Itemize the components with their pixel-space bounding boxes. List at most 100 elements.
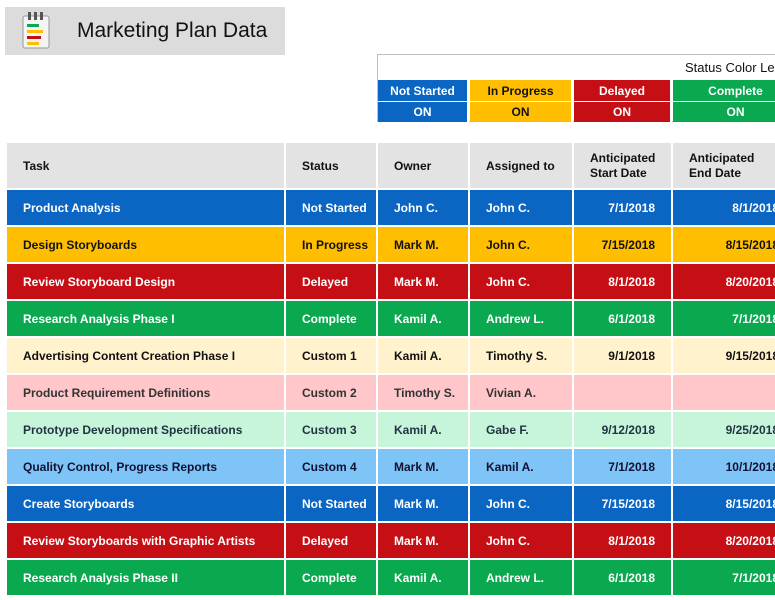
start-date-cell[interactable]: 8/1/2018 — [572, 521, 673, 560]
assigned-to-cell[interactable]: John C. — [468, 188, 574, 227]
header-status[interactable]: Status — [284, 141, 378, 190]
table-row[interactable]: Review Storyboard Design Delayed Mark M. Jo… — [5, 262, 775, 301]
assigned-to-cell[interactable]: John C. — [468, 484, 574, 523]
start-date-cell[interactable]: 7/15/2018 — [572, 225, 673, 264]
owner-cell[interactable]: Kamil A. — [376, 410, 470, 449]
legend-delayed-label: Delayed — [574, 80, 672, 101]
end-date-cell[interactable]: 8/20/2018 — [671, 521, 775, 560]
assigned-to-cell[interactable]: Timothy S. — [468, 336, 574, 375]
task-cell[interactable]: Review Storyboard Design — [5, 262, 286, 301]
header-end-line-2: End Date — [689, 165, 742, 180]
assigned-to-cell[interactable]: Kamil A. — [468, 447, 574, 486]
status-cell[interactable]: Delayed — [284, 521, 378, 560]
start-date-cell[interactable] — [572, 373, 673, 412]
status-cell[interactable]: Complete — [284, 558, 378, 597]
assigned-to-cell[interactable]: John C. — [468, 521, 574, 560]
owner-cell[interactable]: Mark M. — [376, 225, 470, 264]
start-date-cell[interactable]: 7/15/2018 — [572, 484, 673, 523]
task-cell[interactable]: Review Storyboards with Graphic Artists — [5, 521, 286, 560]
assigned-to-cell[interactable]: John C. — [468, 262, 574, 301]
table-row[interactable]: Product Analysis Not Started John C. John C… — [5, 188, 775, 227]
owner-cell[interactable]: Mark M. — [376, 447, 470, 486]
header-assigned-to[interactable]: Assigned to — [468, 141, 574, 190]
end-date-cell[interactable]: 10/1/2018 — [671, 447, 775, 486]
end-date-cell[interactable]: 8/1/2018 — [671, 188, 775, 227]
table-row[interactable]: Design Storyboards In Progress Mark M. John… — [5, 225, 775, 264]
status-cell[interactable]: Complete — [284, 299, 378, 338]
header-end-line-1: Anticipated — [689, 150, 755, 165]
owner-cell[interactable]: Kamil A. — [376, 558, 470, 597]
legend-delayed-toggle[interactable]: ON — [574, 102, 672, 122]
status-cell[interactable]: Custom 1 — [284, 336, 378, 375]
status-cell[interactable]: In Progress — [284, 225, 378, 264]
end-date-cell[interactable]: 8/15/2018 — [671, 225, 775, 264]
owner-cell[interactable]: Mark M. — [376, 521, 470, 560]
legend-title: Status Color Legend — [685, 60, 775, 75]
end-date-cell[interactable]: 7/1/2018 — [671, 558, 775, 597]
start-date-cell[interactable]: 6/1/2018 — [572, 299, 673, 338]
table-row[interactable]: Research Analysis Phase I Complete Kamil A… — [5, 299, 775, 338]
header-start-date[interactable]: Anticipated Start Date — [572, 141, 673, 190]
assigned-to-cell[interactable]: Gabe F. — [468, 410, 574, 449]
owner-cell[interactable]: Timothy S. — [376, 373, 470, 412]
assigned-to-cell[interactable]: Andrew L. — [468, 558, 574, 597]
status-cell[interactable]: Custom 4 — [284, 447, 378, 486]
table-row[interactable]: Prototype Development Specifications Cust… — [5, 410, 775, 449]
legend-not-started-label: Not Started — [378, 80, 469, 101]
start-date-cell[interactable]: 9/1/2018 — [572, 336, 673, 375]
checklist-icon — [22, 12, 50, 49]
owner-cell[interactable]: John C. — [376, 188, 470, 227]
table-row[interactable]: Research Analysis Phase II Complete Kamil … — [5, 558, 775, 597]
table-body: Product Analysis Not Started John C. John C… — [5, 188, 775, 597]
header-owner[interactable]: Owner — [376, 141, 470, 190]
status-cell[interactable]: Custom 2 — [284, 373, 378, 412]
assigned-to-cell[interactable]: John C. — [468, 225, 574, 264]
start-date-cell[interactable]: 7/1/2018 — [572, 188, 673, 227]
table-row[interactable]: Review Storyboards with Graphic Artists D… — [5, 521, 775, 560]
marketing-plan-table: Task Status Owner Assigned to Anticipate… — [5, 141, 775, 597]
end-date-cell[interactable]: 9/25/2018 — [671, 410, 775, 449]
assigned-to-cell[interactable]: Vivian A. — [468, 373, 574, 412]
legend-complete-label: Complete — [673, 80, 775, 101]
legend-not-started-toggle[interactable]: ON — [378, 102, 469, 122]
header-start-line-2: Start Date — [590, 165, 647, 180]
legend-complete-toggle[interactable]: ON — [673, 102, 775, 122]
task-cell[interactable]: Design Storyboards — [5, 225, 286, 264]
end-date-cell[interactable]: 7/1/2018 — [671, 299, 775, 338]
task-cell[interactable]: Research Analysis Phase II — [5, 558, 286, 597]
start-date-cell[interactable]: 8/1/2018 — [572, 262, 673, 301]
task-cell[interactable]: Quality Control, Progress Reports — [5, 447, 286, 486]
task-cell[interactable]: Product Analysis — [5, 188, 286, 227]
table-row[interactable]: Quality Control, Progress Reports Custom … — [5, 447, 775, 486]
title-banner: Marketing Plan Data — [5, 7, 285, 55]
page-title: Marketing Plan Data — [77, 19, 268, 42]
end-date-cell[interactable]: 8/20/2018 — [671, 262, 775, 301]
end-date-cell[interactable] — [671, 373, 775, 412]
table-row[interactable]: Create Storyboards Not Started Mark M. John… — [5, 484, 775, 523]
end-date-cell[interactable]: 9/15/2018 — [671, 336, 775, 375]
status-cell[interactable]: Custom 3 — [284, 410, 378, 449]
status-cell[interactable]: Delayed — [284, 262, 378, 301]
owner-cell[interactable]: Kamil A. — [376, 336, 470, 375]
owner-cell[interactable]: Mark M. — [376, 262, 470, 301]
header-task[interactable]: Task — [5, 141, 286, 190]
owner-cell[interactable]: Mark M. — [376, 484, 470, 523]
assigned-to-cell[interactable]: Andrew L. — [468, 299, 574, 338]
start-date-cell[interactable]: 9/12/2018 — [572, 410, 673, 449]
status-cell[interactable]: Not Started — [284, 484, 378, 523]
start-date-cell[interactable]: 7/1/2018 — [572, 447, 673, 486]
owner-cell[interactable]: Kamil A. — [376, 299, 470, 338]
status-color-legend: Status Color Legend Not Started In Progr… — [377, 54, 775, 122]
header-end-date[interactable]: Anticipated End Date — [671, 141, 775, 190]
task-cell[interactable]: Advertising Content Creation Phase I — [5, 336, 286, 375]
task-cell[interactable]: Product Requirement Definitions — [5, 373, 286, 412]
start-date-cell[interactable]: 6/1/2018 — [572, 558, 673, 597]
status-cell[interactable]: Not Started — [284, 188, 378, 227]
table-row[interactable]: Advertising Content Creation Phase I Cust… — [5, 336, 775, 375]
legend-in-progress-toggle[interactable]: ON — [470, 102, 573, 122]
end-date-cell[interactable]: 8/15/2018 — [671, 484, 775, 523]
task-cell[interactable]: Create Storyboards — [5, 484, 286, 523]
task-cell[interactable]: Prototype Development Specifications — [5, 410, 286, 449]
task-cell[interactable]: Research Analysis Phase I — [5, 299, 286, 338]
